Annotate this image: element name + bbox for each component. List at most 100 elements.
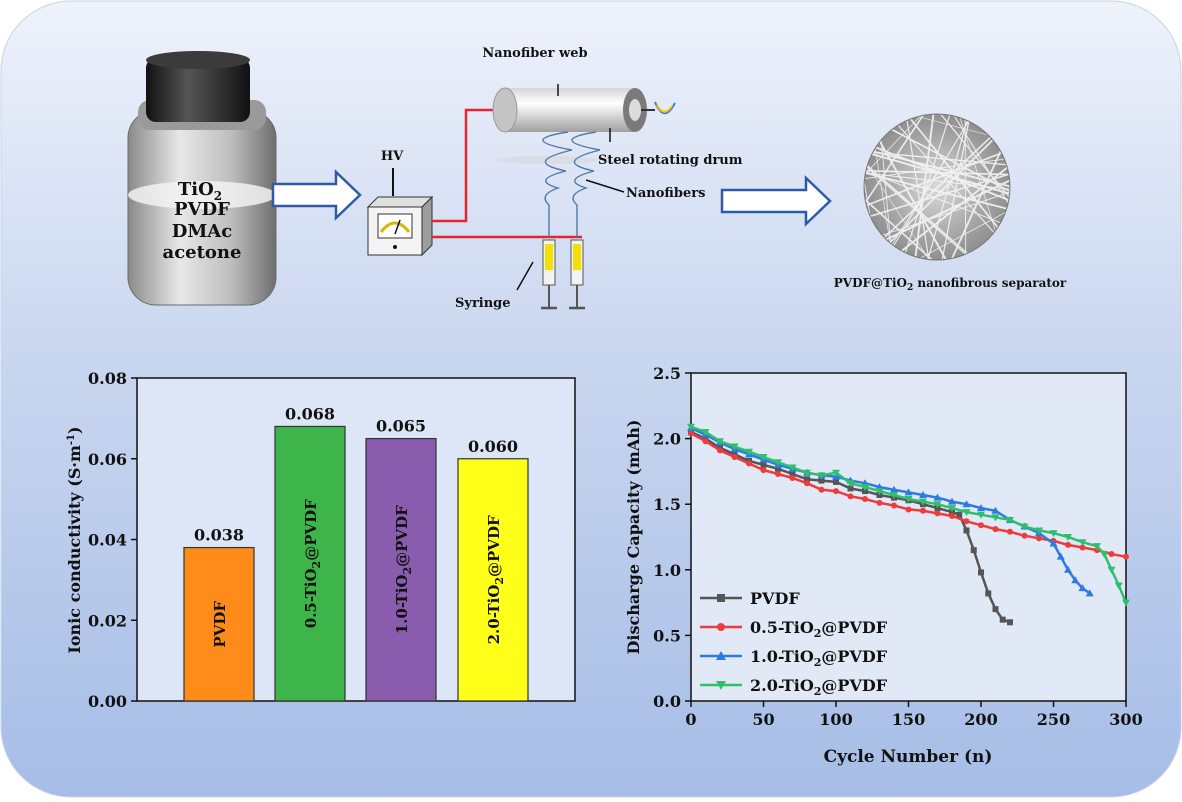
- sem-fiber: [901, 114, 953, 260]
- data-point: [1065, 541, 1071, 548]
- data-point: [890, 485, 898, 493]
- data-point: [904, 488, 913, 496]
- data-point: [991, 514, 1000, 522]
- data-point: [963, 518, 970, 525]
- data-point: [1078, 539, 1087, 547]
- data-point: [956, 511, 963, 518]
- data-point: [905, 506, 912, 513]
- line-x-tick-label: 150: [892, 710, 925, 729]
- meter-needle-icon: [394, 219, 401, 235]
- data-point: [789, 474, 796, 481]
- data-point: [847, 493, 854, 500]
- data-point: [963, 527, 970, 534]
- nanofiber-web-label: Nanofiber web: [482, 46, 587, 61]
- sem-fiber: [878, 127, 1010, 260]
- legend-label: PVDF: [750, 589, 800, 608]
- data-point: [919, 491, 927, 499]
- data-point: [999, 616, 1006, 623]
- sem-fiber: [936, 114, 999, 260]
- data-point: [948, 505, 956, 513]
- sem-fiber: [880, 114, 1010, 260]
- solution-bottle: TiO2 PVDF DMAc acetone: [127, 51, 277, 306]
- line-chart-ylabel: Discharge Capacity (mAh): [624, 420, 643, 655]
- rotating-drum: Nanofiber web Steel rotating drum Nanofi…: [482, 46, 742, 201]
- data-point: [934, 510, 941, 517]
- sem-fiber: [905, 114, 948, 260]
- solution-line-pvdf: PVDF: [174, 199, 230, 220]
- sem-fiber: [864, 114, 1002, 260]
- sem-fiber: [864, 114, 974, 260]
- line-x-tick-label: 250: [1037, 710, 1070, 729]
- data-point: [1085, 589, 1094, 597]
- data-point: [1100, 551, 1109, 559]
- data-point: [920, 507, 926, 514]
- data-point: [992, 606, 999, 613]
- bar-chart-ylabel: Ionic conductivity (S·m-1): [65, 426, 84, 653]
- bar-value-label: 0.038: [194, 526, 244, 545]
- data-point: [862, 495, 868, 502]
- data-point: [688, 430, 694, 437]
- data-point: [890, 492, 898, 500]
- legend-item: 1.0-TiO2@PVDF: [700, 647, 888, 669]
- arrow-right-icon-2: [720, 175, 832, 227]
- data-point: [1071, 576, 1080, 584]
- data-point: [804, 476, 810, 483]
- bar-y-tick-label: 0.04: [88, 531, 127, 550]
- data-point: [977, 504, 985, 512]
- data-point: [962, 509, 971, 517]
- bar: [365, 437, 437, 702]
- data-point: [1056, 552, 1065, 560]
- line-y-tick-label: 0.0: [653, 692, 681, 711]
- data-point: [833, 478, 839, 485]
- line-x-tick-label: 200: [964, 710, 997, 729]
- data-point: [817, 472, 826, 480]
- sem-fiber: [864, 140, 1010, 235]
- data-point: [1006, 516, 1014, 524]
- series-1-0-tio2-pvdf: [687, 424, 1094, 597]
- data-point: [977, 511, 985, 519]
- data-point: [1064, 534, 1072, 541]
- sem-fiber: [963, 114, 967, 260]
- data-point: [717, 447, 723, 454]
- data-point: [978, 522, 984, 529]
- bar-y-tick-label: 0.08: [88, 369, 127, 388]
- bar: [274, 425, 346, 702]
- data-point: [991, 506, 1000, 514]
- bar-value-label: 0.060: [468, 437, 518, 456]
- solution-line-dmac: DMAc: [172, 221, 233, 242]
- bar-y-tick-label: 0.06: [88, 450, 127, 469]
- solution-line-acetone: acetone: [163, 242, 242, 263]
- data-point: [702, 438, 709, 445]
- data-point: [1021, 532, 1028, 539]
- legend-label: 1.0-TiO2@PVDF: [750, 647, 888, 669]
- sem-fiber: [864, 114, 1010, 233]
- drum-label: Steel rotating drum: [598, 153, 743, 168]
- hv-power-supply: HV: [366, 149, 434, 257]
- data-point: [716, 651, 726, 660]
- sem-fiber: [864, 119, 1010, 237]
- data-point: [731, 453, 738, 460]
- sem-fiber: [864, 167, 1010, 178]
- data-point: [818, 477, 825, 484]
- series-2-0-tio2-pvdf: [687, 423, 1130, 607]
- line-y-tick-label: 2.5: [653, 364, 681, 383]
- data-point: [861, 484, 869, 492]
- line-chart-xlabel: Cycle Number (n): [824, 747, 993, 767]
- hv-wire-top: [432, 108, 497, 223]
- data-point: [933, 501, 942, 509]
- line-y-tick-label: 2.0: [653, 430, 681, 449]
- data-point: [746, 460, 752, 467]
- data-point: [1108, 551, 1115, 558]
- data-point: [970, 547, 977, 554]
- data-point: [1123, 553, 1129, 560]
- sem-fiber: [864, 114, 977, 260]
- data-point: [1078, 584, 1087, 592]
- data-point: [876, 499, 883, 506]
- sem-fiber: [864, 169, 1010, 260]
- sem-fiber: [864, 145, 1010, 260]
- data-point: [716, 681, 726, 690]
- legend-label: 0.5-TiO2@PVDF: [750, 618, 888, 640]
- fiber-jets: [496, 131, 601, 237]
- data-point: [717, 623, 725, 631]
